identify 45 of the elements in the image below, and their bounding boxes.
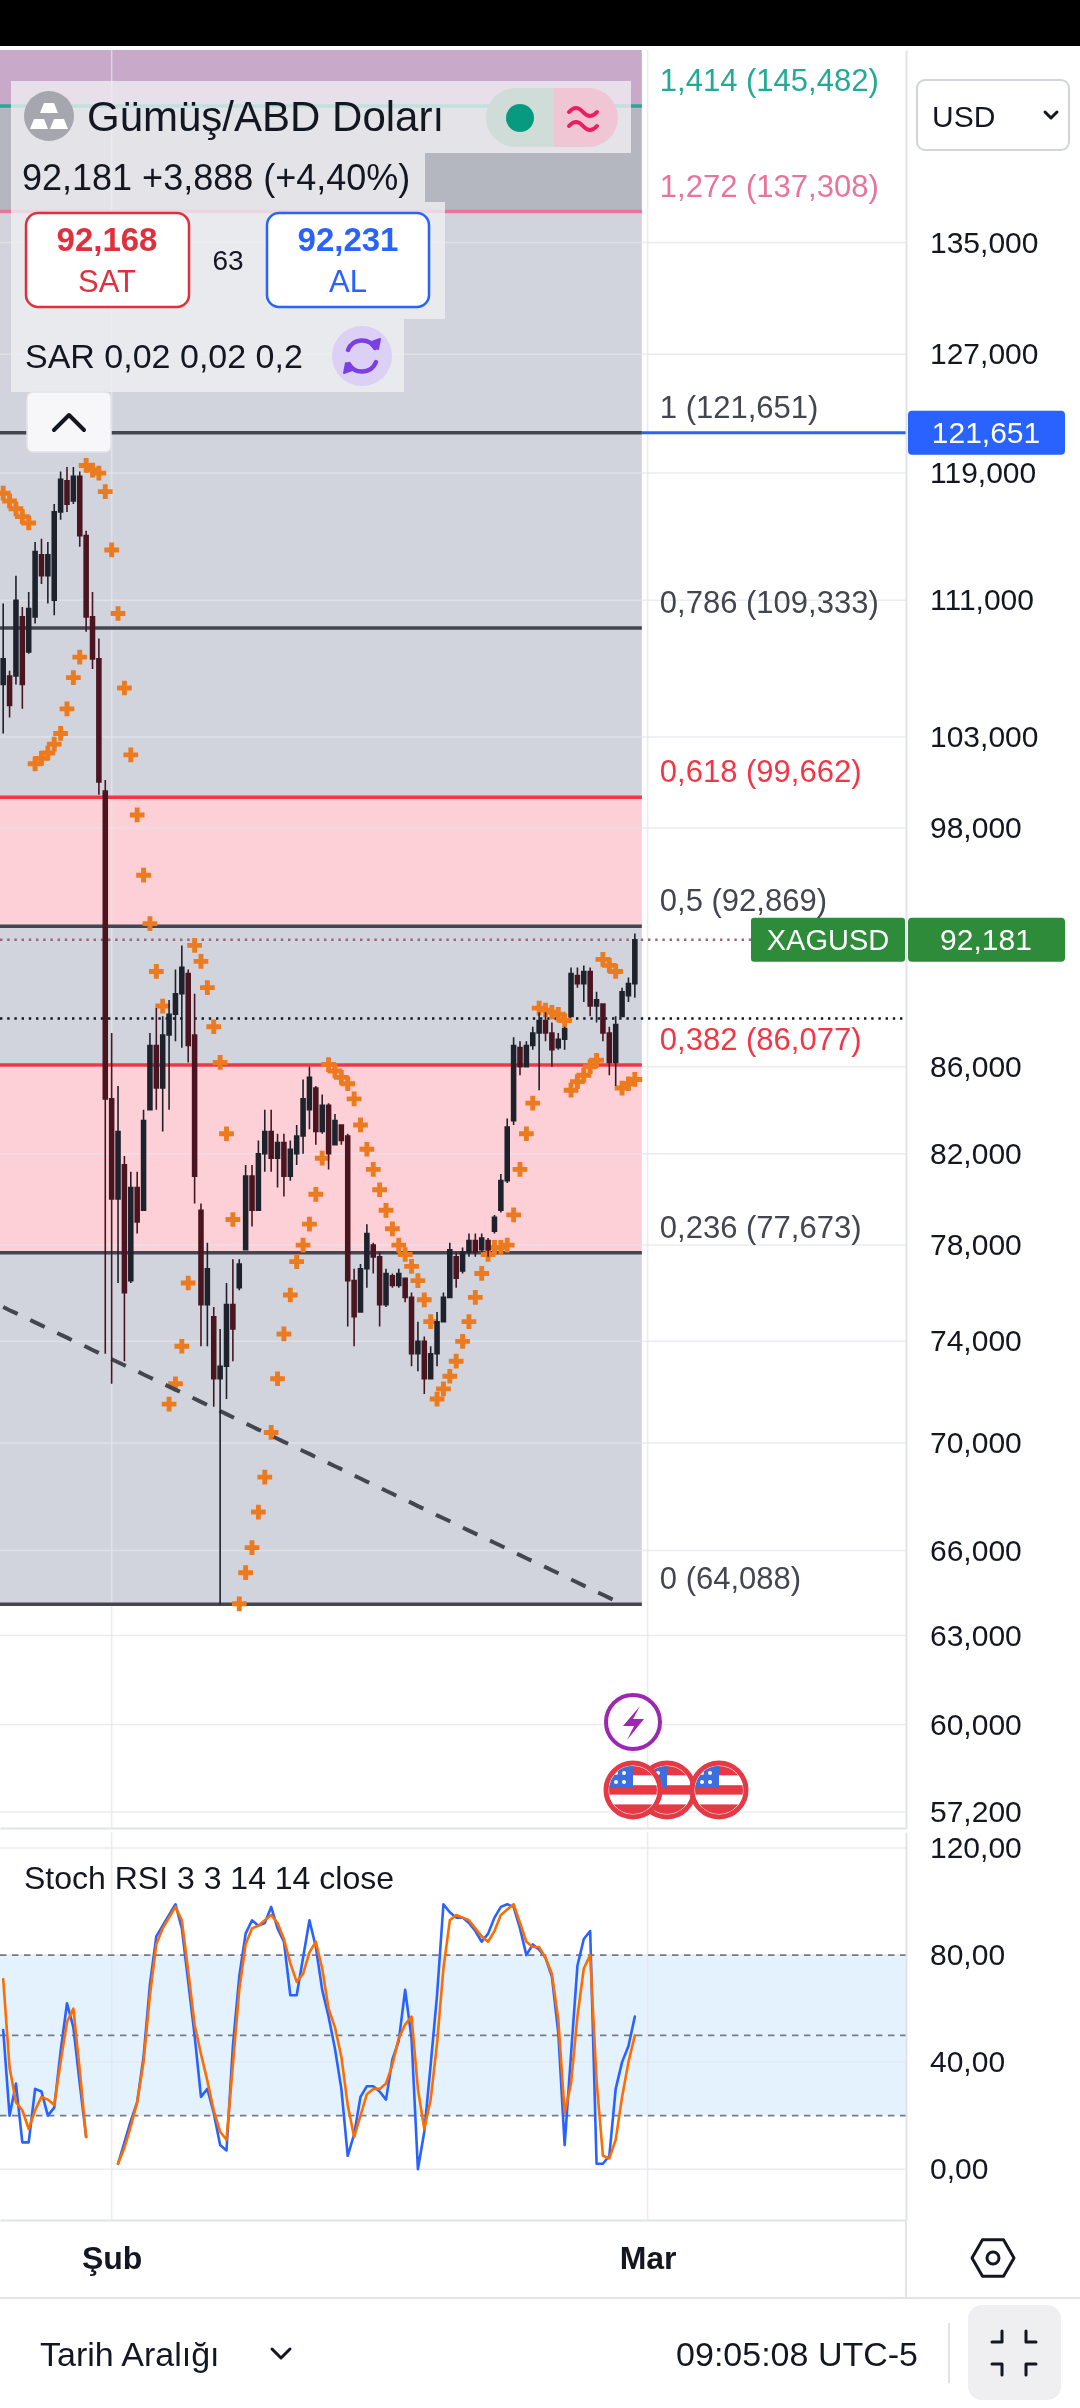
ref-line-label: 0,5 (92,869) (659, 883, 828, 919)
annotation: SAT (78, 264, 137, 299)
annotation: SAR 0,02 0,02 0,2 (25, 337, 303, 375)
ref-line-label: 0,236 (77,673) (659, 1209, 862, 1245)
y-tick-label: 40,00 (930, 2045, 1006, 2079)
annotation: 92,231 (297, 221, 399, 258)
y-tick-label: 82,000 (930, 1136, 1022, 1170)
text: 92,181 +3,888 (+4,40%) (22, 157, 411, 198)
annotation: 63 (212, 245, 244, 276)
text: Tarih Aralığı (40, 2335, 220, 2373)
ref-line-label: XAGUSD (766, 923, 890, 956)
y-tick-label: 119,000 (930, 456, 1037, 490)
y-tick-label: 111,000 (930, 583, 1034, 617)
x-tick-label: Şub (81, 2239, 143, 2276)
y-tick-label: 74,000 (930, 1324, 1022, 1358)
ref-line-label: 121,651 (931, 416, 1041, 450)
y-tick-label: 66,000 (930, 1533, 1022, 1567)
y-tick-label: 57,200 (930, 1795, 1022, 1829)
y-tick-label: 63,000 (930, 1618, 1022, 1652)
ref-line-label: 1,272 (137,308) (659, 168, 879, 204)
annotation: AL (329, 264, 367, 299)
text: 92,181 (940, 923, 1032, 957)
ref-line-label: 0,382 (86,077) (659, 1022, 862, 1058)
x-tick-label: Mar (619, 2239, 677, 2276)
y-tick-label: 60,000 (930, 1707, 1022, 1741)
ref-line-label: 1 (121,651) (659, 389, 819, 425)
ref-line-label: 0,786 (109,333) (659, 584, 879, 620)
text: Gümüş/ABD Doları (87, 93, 445, 140)
ref-line-label: 0 (64,088) (659, 1561, 802, 1597)
text: Stoch RSI 3 3 14 14 close (24, 1860, 394, 1896)
y-tick-label: 80,00 (930, 1938, 1006, 1972)
text: USD (932, 100, 996, 133)
y-tick-label: 103,000 (930, 720, 1039, 754)
annotation: 92,168 (56, 221, 158, 258)
y-tick-label: 135,000 (930, 225, 1039, 259)
y-tick-label: 120,00 (930, 1831, 1022, 1865)
text: 09:05:08 UTC-5 (676, 2335, 918, 2373)
ref-line-label: 0,618 (99,662) (659, 754, 862, 790)
y-tick-label: 86,000 (930, 1049, 1022, 1083)
y-tick-label: 0,00 (930, 2152, 989, 2186)
y-tick-label: 98,000 (930, 811, 1022, 845)
y-tick-label: 127,000 (930, 337, 1039, 371)
ref-line-label: 1,414 (145,482) (659, 62, 879, 98)
y-tick-label: 70,000 (930, 1425, 1022, 1459)
y-tick-label: 78,000 (930, 1228, 1022, 1262)
